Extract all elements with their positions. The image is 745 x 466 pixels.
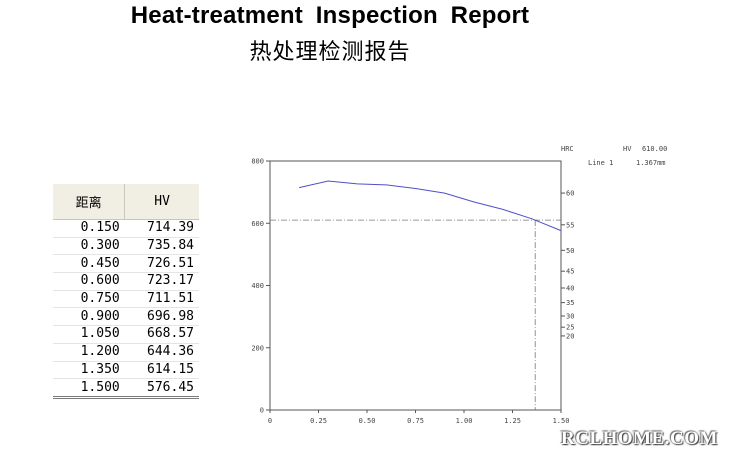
y-tick-label: 400 bbox=[251, 282, 264, 290]
table-row: 0.150 714.39 bbox=[53, 219, 199, 238]
distance-cell: 1.500 bbox=[53, 378, 125, 399]
hv-cell: 735.84 bbox=[124, 237, 199, 256]
x-tick-label: 1.50 bbox=[553, 417, 570, 425]
distance-cell: 0.900 bbox=[53, 307, 125, 327]
hrc-tick-label: 20 bbox=[566, 332, 574, 340]
x-tick-label: 1.25 bbox=[504, 417, 521, 425]
x-tick-label: 0.75 bbox=[407, 417, 424, 425]
distance-cell: 0.300 bbox=[53, 237, 125, 256]
reference-lines bbox=[270, 219, 561, 410]
distance-cell: 0.150 bbox=[53, 219, 125, 238]
hrc-tick-label: 50 bbox=[566, 247, 574, 255]
x-tick-label: 1.00 bbox=[456, 417, 473, 425]
hrc-tick-label: 25 bbox=[566, 324, 574, 332]
hv-cell: 576.45 bbox=[124, 378, 199, 399]
x-tick-label: 0.50 bbox=[359, 417, 376, 425]
report-title-chinese: 热处理检测报告 bbox=[249, 40, 411, 65]
info-hv-label: HV bbox=[623, 145, 632, 153]
table-row: 0.300 735.84 bbox=[53, 237, 199, 256]
hv-cell: 696.98 bbox=[124, 307, 199, 327]
hv-cell: 614.15 bbox=[124, 361, 199, 380]
table-row: 1.200 644.36 bbox=[53, 343, 199, 362]
info-line-value: 1.367mm bbox=[636, 159, 666, 167]
hv-cell: 644.36 bbox=[124, 343, 199, 362]
y-tick-label: 600 bbox=[251, 220, 264, 228]
info-hv-value: 610.00 bbox=[642, 145, 667, 153]
table-row: 0.750 711.51 bbox=[53, 290, 199, 309]
report-title-english: Heat-treatment Inspection Report bbox=[130, 2, 530, 29]
table-row: 0.600 723.17 bbox=[53, 272, 199, 291]
hrc-tick-label: 40 bbox=[566, 284, 574, 292]
plot-frame bbox=[269, 160, 562, 411]
table-row: 1.350 614.15 bbox=[53, 361, 199, 380]
hrc-tick-label: 45 bbox=[566, 268, 574, 276]
hv-cell: 668.57 bbox=[124, 325, 199, 344]
x-tick-label: 0 bbox=[268, 417, 272, 425]
hrc-tick-label: 35 bbox=[566, 299, 574, 307]
distance-cell: 0.600 bbox=[53, 272, 125, 291]
y-tick-label: 0 bbox=[260, 407, 264, 415]
chart-series bbox=[298, 180, 562, 232]
hrc-tick-label: 60 bbox=[566, 190, 574, 198]
table-row: 1.500 576.45 bbox=[53, 378, 199, 399]
header-hv: HV bbox=[124, 184, 199, 220]
table-header-row: 距离 HV bbox=[53, 184, 199, 220]
y-tick-label: 800 bbox=[251, 158, 264, 166]
table-row: 0.900 696.98 bbox=[53, 307, 199, 327]
distance-cell: 1.050 bbox=[53, 325, 125, 344]
distance-cell: 1.350 bbox=[53, 361, 125, 380]
hrc-axis-label: HRC bbox=[561, 145, 574, 153]
table-row: 1.050 668.57 bbox=[53, 325, 199, 344]
chart-axes bbox=[269, 160, 562, 411]
distance-cell: 1.200 bbox=[53, 343, 125, 362]
chart-ticks: 0 0.25 0.50 0.75 1.00 1.25 1.50 0 200 400 600 800 60… bbox=[251, 158, 574, 426]
hv-cell: 714.39 bbox=[124, 219, 199, 238]
info-line-label: Line 1 bbox=[588, 159, 613, 167]
hv-cell: 723.17 bbox=[124, 272, 199, 291]
hardness-data-table: 距离 HV 0.150 714.39 0.300 735.84 0.450 726.5… bbox=[53, 184, 199, 399]
y-tick-label: 200 bbox=[251, 344, 264, 352]
x-tick-label: 0.25 bbox=[310, 417, 327, 425]
hrc-tick-label: 55 bbox=[566, 221, 574, 229]
header-distance: 距离 bbox=[53, 184, 126, 220]
distance-cell: 0.450 bbox=[53, 254, 125, 274]
distance-cell: 0.750 bbox=[53, 290, 125, 309]
hv-cell: 711.51 bbox=[124, 290, 199, 309]
hrc-tick-label: 30 bbox=[566, 313, 574, 321]
table-row: 0.450 726.51 bbox=[53, 254, 199, 274]
hv-cell: 726.51 bbox=[124, 254, 199, 274]
hardness-series-line bbox=[298, 180, 562, 232]
watermark: RCLHOME.COM bbox=[561, 428, 718, 449]
